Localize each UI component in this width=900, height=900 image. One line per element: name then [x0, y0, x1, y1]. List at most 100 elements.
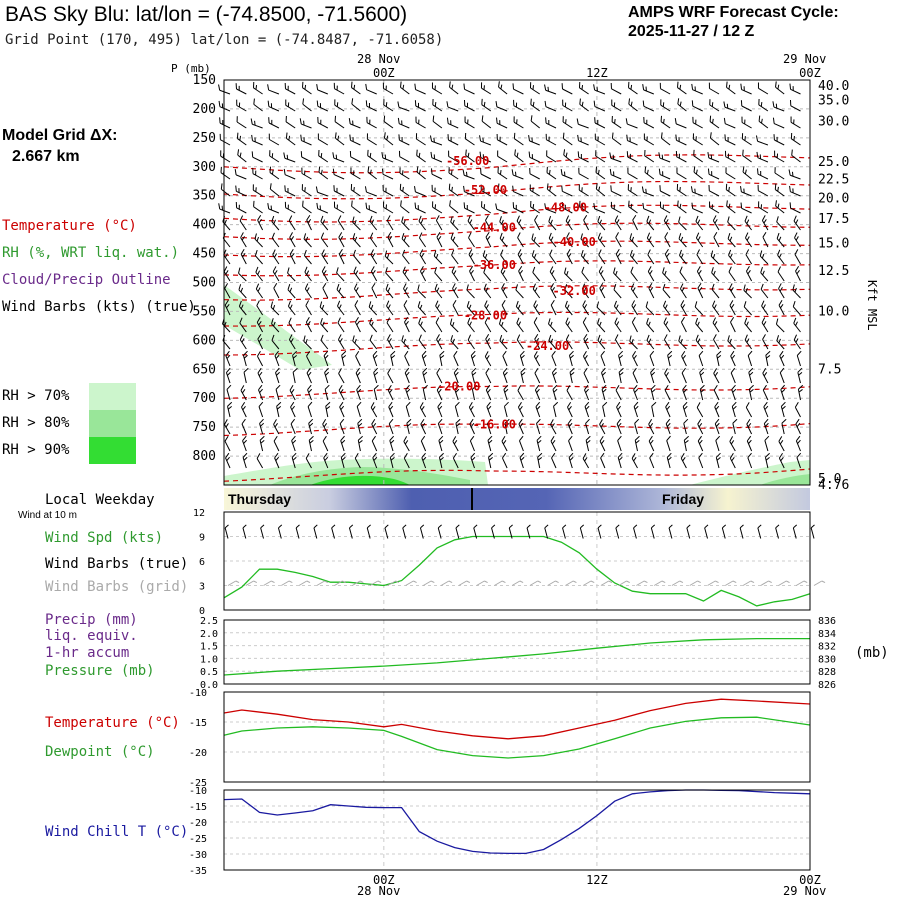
wind-barb	[284, 82, 296, 95]
wind-barb	[775, 318, 785, 333]
wind-barb	[300, 134, 312, 146]
wind-barb	[351, 98, 361, 112]
wind-barb	[646, 334, 655, 350]
wind-barb	[789, 83, 801, 95]
wind-barb	[761, 317, 769, 333]
wind-barb	[316, 202, 328, 214]
wind-barb	[333, 82, 345, 95]
wind-barb	[532, 266, 541, 282]
wind-barb	[307, 384, 313, 401]
wind-barb	[713, 334, 720, 350]
wind-barb	[285, 132, 296, 146]
wind-barb	[790, 116, 801, 129]
wind-barb	[238, 300, 247, 316]
cross-section-frame	[223, 79, 811, 486]
wind-barb	[435, 317, 443, 333]
wind-barb	[256, 317, 264, 333]
wind-barb	[746, 418, 753, 435]
wind-barb	[794, 402, 801, 418]
wind-barb	[708, 82, 720, 95]
p-tick-label: 700	[193, 391, 216, 406]
wind-barb	[742, 149, 752, 163]
wind-barb	[222, 232, 231, 248]
wind-barb	[303, 249, 312, 265]
wind-barb	[301, 184, 312, 197]
wind-barb	[730, 367, 736, 384]
wind-barb	[287, 300, 296, 316]
wind-barb	[271, 232, 280, 248]
wind-barb	[308, 435, 314, 452]
wind-barb	[548, 334, 557, 350]
wind-barb	[568, 435, 573, 452]
wind-barb	[530, 200, 540, 214]
wind-barb	[791, 149, 801, 163]
wind-barb	[614, 215, 622, 231]
wind-barb	[691, 202, 703, 214]
wind-barb	[725, 167, 736, 180]
wind-barb	[301, 167, 312, 180]
wind-barb	[386, 300, 394, 316]
wind-barb	[351, 81, 361, 95]
wind-barb	[595, 150, 606, 163]
wind-barb	[727, 335, 736, 350]
wind-barb	[324, 384, 330, 401]
wind-barb	[496, 133, 508, 146]
wind-barb	[626, 134, 638, 146]
wind-barb	[617, 452, 623, 469]
wind-barb	[659, 185, 671, 197]
wind-barb	[568, 350, 574, 367]
wind-barb	[414, 202, 426, 214]
wind-barb	[403, 300, 410, 316]
wind-barb	[274, 452, 280, 469]
wind-barb	[251, 134, 263, 146]
wind-barb	[451, 266, 459, 282]
wind-barb	[616, 418, 622, 435]
wind-barb	[545, 133, 557, 146]
wind-barb	[259, 435, 265, 452]
wind-barb	[614, 317, 622, 333]
wind-barb	[596, 301, 606, 316]
wind-barb	[565, 317, 573, 333]
wind-barb	[416, 149, 426, 163]
wind-barb	[561, 185, 573, 197]
surface-wind-barb	[721, 524, 727, 539]
wind-barb	[301, 81, 312, 95]
wind-barb	[322, 419, 329, 435]
wind-barb	[729, 436, 736, 452]
surface-wind-barb	[366, 524, 371, 539]
wind-barb	[696, 249, 704, 265]
wind-barb	[664, 368, 671, 384]
temp-tick-label: -20	[189, 748, 207, 759]
wind-barb	[486, 418, 492, 435]
isotherm-label: -44.00	[473, 221, 516, 235]
wind-barb	[239, 317, 247, 333]
wind-barb	[518, 418, 524, 435]
surface-wind-barb	[402, 524, 407, 539]
grid-wind-barb	[440, 580, 453, 586]
wind-barb	[762, 384, 769, 401]
wind-barb	[401, 335, 410, 350]
wind-barb	[417, 301, 426, 316]
wind-barb	[680, 316, 687, 333]
wind-barb	[341, 350, 347, 367]
wind-barb	[463, 83, 475, 95]
wind-barb	[501, 283, 508, 299]
grid-wind-barb	[245, 580, 258, 586]
wind-barb	[677, 81, 687, 95]
rh-90-label: RH > 90%	[2, 442, 70, 458]
wind-barb	[582, 300, 590, 316]
wind-barb	[236, 99, 247, 112]
wind-barb	[292, 367, 298, 384]
chill-tick-label: -10	[189, 786, 207, 797]
wind-barb	[274, 350, 280, 367]
wind-barb	[585, 418, 590, 435]
wind-barb	[497, 150, 508, 163]
wind-barb	[224, 299, 231, 316]
wind-barb	[237, 149, 247, 163]
wind-barb	[660, 99, 671, 112]
wind-barb	[546, 183, 557, 197]
wind-barb	[242, 452, 248, 469]
wind-barb	[373, 384, 379, 401]
wind-barb	[779, 350, 785, 367]
wind-barb	[267, 203, 280, 214]
